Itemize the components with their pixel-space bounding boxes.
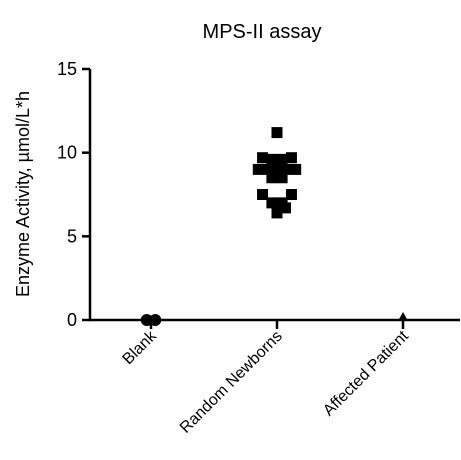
y-tick-label: 0 — [67, 310, 77, 330]
data-point-square — [252, 163, 264, 175]
y-ticks: 0 5 10 15 — [57, 59, 90, 330]
chart-title: MPS-II assay — [203, 21, 322, 43]
data-point-square — [285, 152, 297, 164]
y-tick-label: 15 — [57, 59, 77, 79]
data-point-square — [257, 152, 269, 164]
y-axis-label: Enzyme Activity, µmol/L*h — [13, 91, 33, 297]
data-point-square — [276, 172, 288, 184]
x-tick-label: Random Newborns — [177, 328, 286, 437]
data-point-square — [257, 189, 269, 200]
data-point-square — [276, 153, 288, 165]
data-point-square — [266, 197, 278, 209]
data-point-square — [271, 207, 283, 219]
data-point-square — [290, 163, 302, 175]
data-points — [140, 127, 408, 326]
x-ticks: Blank Random Newborns Affected Patient — [120, 320, 412, 437]
data-point-square — [266, 153, 278, 165]
data-point-circle — [140, 314, 153, 326]
data-point-square — [285, 189, 297, 200]
x-tick-label: Blank — [120, 327, 161, 368]
x-tick-label: Affected Patient — [320, 327, 412, 419]
data-point-square — [280, 163, 292, 175]
data-point-square — [271, 127, 283, 139]
data-point-square — [280, 202, 291, 214]
y-tick-label: 5 — [67, 226, 77, 246]
data-point-square — [271, 163, 283, 175]
data-point-square — [266, 172, 278, 184]
y-tick-label: 10 — [57, 143, 77, 163]
data-point-square — [262, 163, 274, 175]
data-point-triangle — [398, 312, 408, 321]
data-point-circle — [149, 314, 162, 326]
